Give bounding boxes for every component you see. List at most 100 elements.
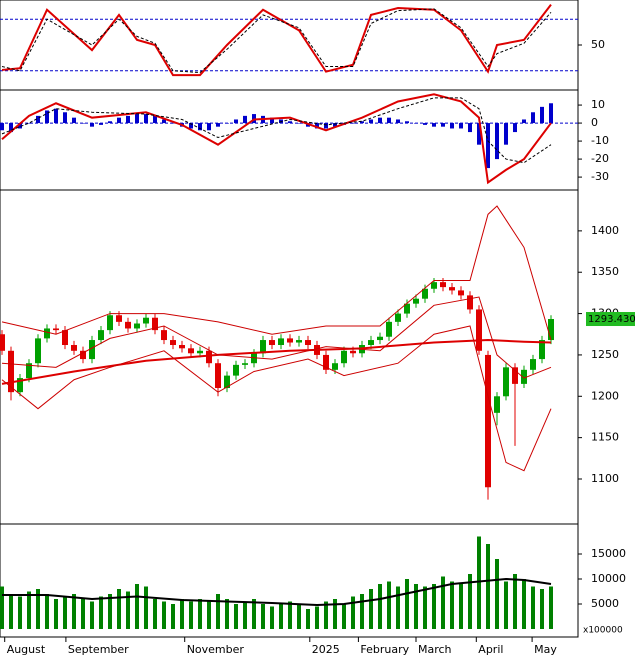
candle-body — [332, 363, 338, 370]
bar — [378, 117, 382, 124]
candle-body — [125, 321, 131, 329]
bar — [54, 108, 58, 124]
bar — [180, 599, 184, 629]
x-tick-label: August — [7, 643, 46, 656]
bar — [405, 579, 409, 629]
y-tick-label: -30 — [591, 170, 609, 183]
bar — [288, 601, 292, 629]
candle-body — [233, 364, 239, 376]
candle-body — [386, 321, 392, 337]
y-tick-label: 1400 — [591, 224, 619, 237]
candle-body — [143, 317, 149, 324]
candle-body — [548, 319, 554, 341]
bar — [27, 591, 31, 629]
indicator-line — [1, 3, 552, 77]
candle-body — [206, 350, 212, 364]
x-tick-label: April — [478, 643, 503, 656]
candle-body — [422, 288, 428, 299]
y-tick-label: 1150 — [591, 431, 619, 444]
candle-body — [440, 282, 446, 288]
bar — [441, 576, 445, 629]
y-tick-label: 1200 — [591, 389, 619, 402]
bar — [522, 579, 526, 629]
candle-body — [467, 295, 473, 310]
bar — [351, 123, 355, 124]
y-tick-label: 1350 — [591, 265, 619, 278]
bar — [504, 123, 508, 145]
bar — [288, 121, 292, 124]
y-tick-label: 15000 — [591, 547, 626, 560]
bar — [207, 601, 211, 629]
bar — [324, 601, 328, 629]
candle-body — [215, 363, 221, 389]
bar — [459, 584, 463, 629]
unit-label: x100000 — [583, 626, 623, 636]
candle-body — [296, 340, 302, 343]
candle-body — [269, 340, 275, 346]
bar — [36, 589, 40, 629]
candle-body — [161, 330, 167, 341]
candle-body — [35, 338, 41, 364]
bar — [522, 119, 526, 124]
bar — [9, 594, 13, 629]
bar — [315, 606, 319, 629]
bar — [243, 115, 247, 124]
candle-body — [170, 340, 176, 346]
bar — [396, 586, 400, 629]
bar — [144, 586, 148, 629]
bar — [90, 123, 94, 127]
bar — [360, 594, 364, 629]
candle-body — [530, 359, 536, 370]
candle-body — [494, 396, 500, 413]
bar — [549, 103, 553, 124]
bar — [333, 599, 337, 629]
bar — [216, 594, 220, 629]
candle-body — [188, 348, 194, 354]
bar — [486, 544, 490, 629]
bar — [459, 123, 463, 129]
bar — [387, 117, 391, 124]
indicator-line — [1, 8, 552, 74]
bar — [45, 594, 49, 629]
candle-body — [116, 315, 122, 322]
candle-body — [107, 315, 113, 331]
candle-body — [503, 367, 509, 397]
bar — [36, 115, 40, 124]
bar — [81, 599, 85, 629]
bar — [513, 574, 517, 629]
y-tick-label: -20 — [591, 152, 609, 165]
candle-body — [377, 336, 383, 341]
candle-body — [539, 340, 545, 360]
bar — [171, 123, 175, 124]
bar — [513, 123, 517, 133]
bar — [252, 599, 256, 629]
candle-body — [485, 354, 491, 488]
candle-body — [431, 282, 437, 289]
candle-body — [98, 330, 104, 341]
bar — [153, 599, 157, 629]
candle-body — [287, 338, 293, 343]
bar — [144, 114, 148, 124]
candle-body — [521, 369, 527, 384]
indicator-line — [1, 97, 552, 164]
bar — [45, 110, 49, 124]
candle-body — [350, 350, 356, 354]
bar — [468, 123, 472, 133]
bar — [0, 586, 4, 629]
candle-body — [179, 345, 185, 349]
y-tick-label: 50 — [591, 38, 605, 51]
bar — [423, 586, 427, 629]
bar — [531, 586, 535, 629]
x-tick-label: March — [418, 643, 452, 656]
bar — [126, 115, 130, 124]
bar — [63, 112, 67, 124]
candle-body — [260, 340, 266, 354]
indicator-line — [1, 339, 552, 385]
bar — [234, 604, 238, 629]
candle-body — [17, 378, 23, 393]
bar — [162, 601, 166, 629]
bar — [99, 123, 103, 125]
bar — [270, 117, 274, 124]
bar — [135, 584, 139, 629]
